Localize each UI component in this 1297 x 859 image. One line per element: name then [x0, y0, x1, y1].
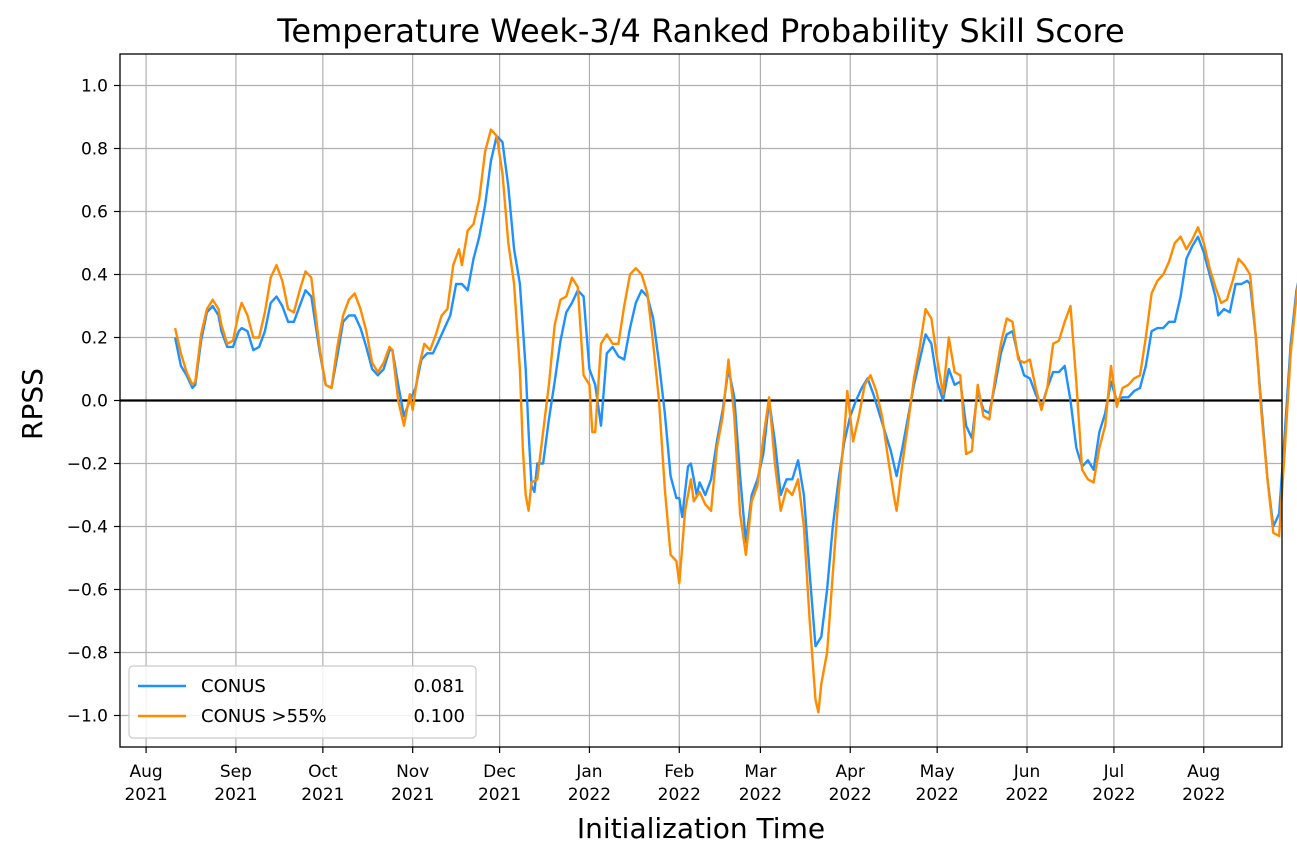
x-tick-label-month: Dec — [483, 762, 516, 782]
x-tick-label-month: Sep — [220, 762, 252, 782]
x-tick-label-month: Nov — [396, 762, 429, 782]
legend-box — [128, 665, 477, 739]
x-tick-label-month: Jul — [1103, 762, 1125, 782]
series-lines — [173, 128, 1297, 714]
x-tick-label-year: 2021 — [301, 785, 344, 805]
y-tick-label: −0.2 — [67, 455, 108, 475]
x-tick-label-year: 2022 — [916, 785, 959, 805]
y-tick-label: 0.4 — [81, 266, 108, 286]
x-axis-title: Initialization Time — [577, 812, 825, 845]
legend-value: 0.081 — [413, 676, 465, 697]
x-tick-label-month: Apr — [836, 762, 865, 782]
legend-label: CONUS — [201, 676, 266, 697]
x-tick-label-year: 2022 — [829, 785, 872, 805]
y-tick-label: −1.0 — [67, 707, 108, 727]
y-tick-label: 1.0 — [81, 77, 108, 97]
chart-title: Temperature Week-3/4 Ranked Probability … — [276, 12, 1124, 50]
y-tick-label: −0.6 — [67, 581, 108, 601]
x-tick-label-year: 2022 — [1092, 785, 1135, 805]
y-axis-ticks: −1.0 −0.8 −0.6 −0.4 −0.2 0.0 0.2 0.4 0.6 0.8 1.0 — [67, 77, 120, 727]
x-tick-label-month: Jan — [575, 762, 602, 782]
y-tick-label: 0.0 — [81, 392, 108, 412]
x-tick-label-month: Mar — [744, 762, 776, 782]
x-tick-label-year: 2021 — [124, 785, 167, 805]
x-tick-label-year: 2021 — [214, 785, 257, 805]
y-tick-label: 0.8 — [81, 140, 108, 160]
x-tick-label-year: 2022 — [739, 785, 782, 805]
x-tick-label-year: 2021 — [391, 785, 434, 805]
x-tick-label-month: Aug — [1187, 762, 1220, 782]
x-tick-label-month: Jun — [1013, 762, 1041, 782]
legend-label: CONUS >55% — [201, 706, 327, 727]
y-tick-label: 0.2 — [81, 329, 108, 349]
y-tick-label: 0.6 — [81, 203, 108, 223]
y-axis-title: RPSS — [16, 368, 49, 440]
legend: CONUS 0.081 CONUS >55% 0.100 — [128, 665, 477, 739]
series-line-1 — [173, 128, 1297, 714]
x-axis-ticks: Aug 2021 Sep 2021 Oct 2021 Nov 2021 Dec 2021 Jan 20… — [124, 747, 1225, 805]
x-tick-label-year: 2021 — [478, 785, 521, 805]
x-tick-label-month: Feb — [664, 762, 694, 782]
x-tick-label-month: Aug — [129, 762, 162, 782]
x-tick-label-year: 2022 — [1182, 785, 1225, 805]
x-tick-label-year: 2022 — [1005, 785, 1048, 805]
x-tick-label-year: 2022 — [568, 785, 611, 805]
x-tick-label-year: 2022 — [658, 785, 701, 805]
x-tick-label-month: Oct — [308, 762, 338, 782]
y-tick-label: −0.8 — [67, 644, 108, 664]
legend-value: 0.100 — [413, 706, 465, 727]
y-tick-label: −0.4 — [67, 518, 108, 538]
x-tick-label-month: May — [920, 762, 955, 782]
